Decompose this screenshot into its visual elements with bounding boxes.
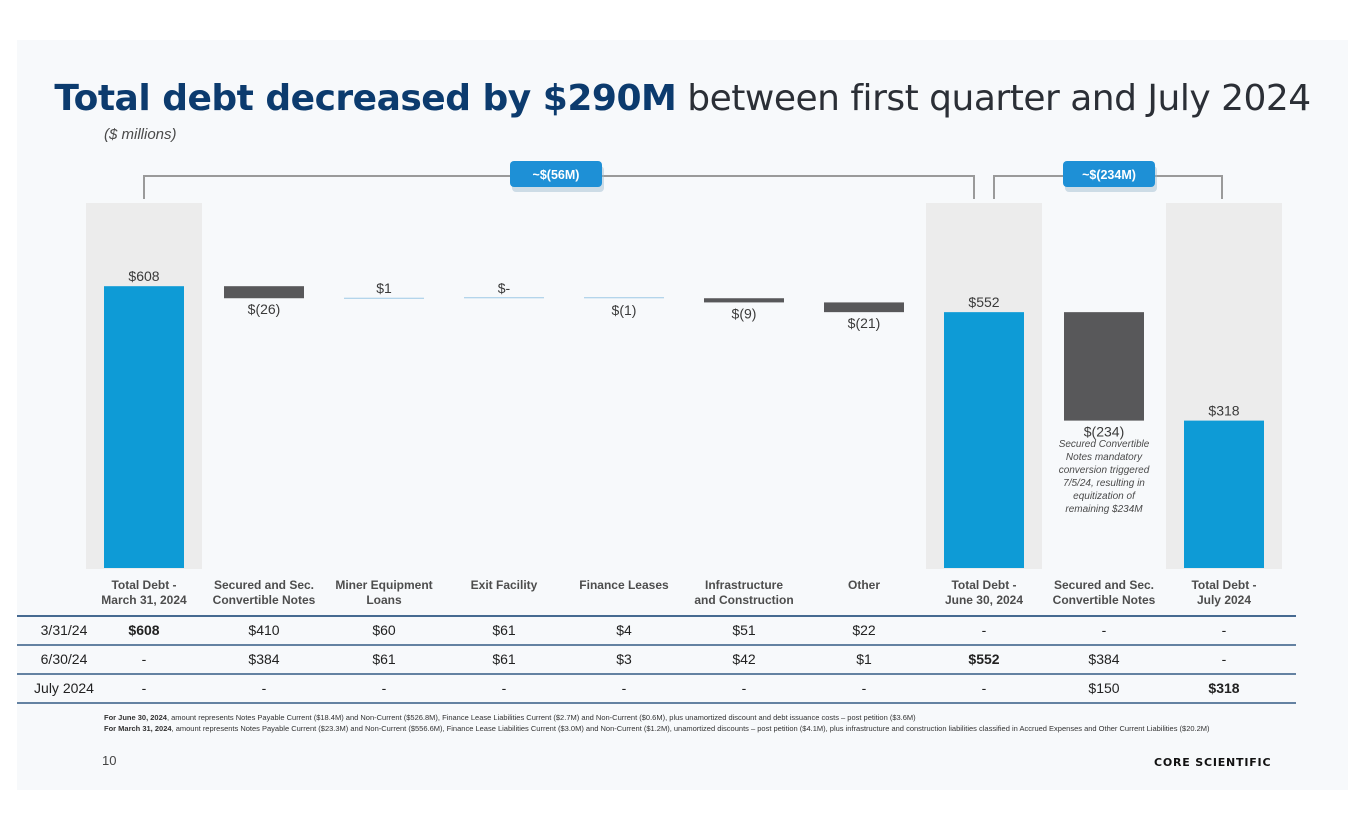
table-cell: - <box>141 680 147 696</box>
bracket-label-1: ~$(234M) <box>1082 168 1136 182</box>
category-label-7: June 30, 2024 <box>945 593 1023 607</box>
bracket-badge-0 <box>510 161 602 187</box>
category-label-0: Total Debt - <box>111 578 176 592</box>
annotation-line-5: remaining $234M <box>1065 504 1143 515</box>
title-rest: between first quarter and July 2024 <box>676 78 1311 119</box>
table-cell: $60 <box>372 622 396 638</box>
bracket-label-0: ~$(56M) <box>533 168 580 182</box>
category-label-7: Total Debt - <box>951 578 1016 592</box>
category-label-9: Total Debt - <box>1191 578 1256 592</box>
page-title: Total debt decreased by $290M between fi… <box>0 78 1365 119</box>
table-cell: - <box>381 680 387 696</box>
table-cell: $384 <box>248 651 280 667</box>
category-label-8: Secured and Sec. <box>1054 578 1154 592</box>
footnote-june: For June 30, 2024, amount represents Not… <box>104 713 1299 724</box>
data-label-8: $(234) <box>1084 424 1124 440</box>
category-label-9: July 2024 <box>1197 593 1251 607</box>
data-label-2: $1 <box>376 280 392 296</box>
table-cell: - <box>141 651 147 667</box>
table-cell: $51 <box>732 622 756 638</box>
bar-total-9 <box>1184 420 1264 568</box>
footnote-march: For March 31, 2024, amount represents No… <box>104 724 1299 735</box>
category-label-2: Miner Equipment <box>335 578 432 592</box>
table-cell: $384 <box>1088 651 1120 667</box>
category-label-6: Other <box>848 578 880 592</box>
table-cell: $3 <box>616 651 632 667</box>
category-label-4: Finance Leases <box>579 578 669 592</box>
table-cell: $608 <box>128 622 160 638</box>
data-label-0: $608 <box>128 268 159 284</box>
category-label-8: Convertible Notes <box>1053 593 1156 607</box>
data-label-9: $318 <box>1208 403 1239 419</box>
annotation-line-0: Secured Convertible <box>1059 439 1150 450</box>
bar-change-5 <box>704 298 784 303</box>
page-number: 10 <box>102 753 117 768</box>
data-label-4: $(1) <box>612 302 637 318</box>
category-label-1: Convertible Notes <box>213 593 316 607</box>
annotation-line-3: 7/5/24, resulting in <box>1063 478 1145 489</box>
bar-total-7 <box>944 312 1024 568</box>
data-label-6: $(21) <box>848 315 881 331</box>
table-cell: - <box>861 680 867 696</box>
company-logo: CORE SCIENTIFIC <box>1154 756 1272 769</box>
title-bold: Total debt decreased by $290M <box>54 78 677 119</box>
table-cell: $61 <box>492 622 516 638</box>
table-cell: $410 <box>248 622 280 638</box>
category-label-5: Infrastructure <box>705 578 783 592</box>
table-cell: $61 <box>372 651 396 667</box>
table-cell: $22 <box>852 622 876 638</box>
table-row-label: July 2024 <box>34 680 94 696</box>
bar-total-0 <box>104 286 184 568</box>
category-label-3: Exit Facility <box>471 578 538 592</box>
category-label-1: Secured and Sec. <box>214 578 314 592</box>
data-label-7: $552 <box>968 294 999 310</box>
table-row-label: 6/30/24 <box>40 651 88 667</box>
category-label-0: March 31, 2024 <box>101 593 187 607</box>
data-label-5: $(9) <box>732 305 757 321</box>
data-label-3: $- <box>498 280 511 296</box>
bar-change-6 <box>824 302 904 313</box>
table-cell: - <box>1221 622 1227 638</box>
table-row-label: 3/31/24 <box>40 622 88 638</box>
bar-change-8 <box>1064 312 1144 421</box>
table-cell: - <box>621 680 627 696</box>
category-label-5: and Construction <box>694 593 793 607</box>
table-cell: - <box>261 680 267 696</box>
footnote-june-text: , amount represents Notes Payable Curren… <box>166 713 916 722</box>
footnotes: For June 30, 2024, amount represents Not… <box>104 713 1299 734</box>
bracket-badge-1 <box>1063 161 1155 187</box>
table-cell: $1 <box>856 651 872 667</box>
table-cell: - <box>1101 622 1107 638</box>
footnote-march-bold: For March 31, 2024 <box>104 723 172 733</box>
table-cell: $61 <box>492 651 516 667</box>
units-label: ($ millions) <box>104 126 177 143</box>
bar-change-1 <box>224 286 304 299</box>
annotation-line-2: conversion triggered <box>1059 465 1150 476</box>
table-cell: $318 <box>1208 680 1240 696</box>
table-cell: - <box>1221 651 1227 667</box>
category-label-2: Loans <box>366 593 402 607</box>
table-cell: $42 <box>732 651 756 667</box>
footnote-march-text: , amount represents Notes Payable Curren… <box>171 723 1210 733</box>
table-cell: - <box>981 680 987 696</box>
data-label-1: $(26) <box>248 301 281 317</box>
annotation-line-1: Notes mandatory <box>1066 452 1143 463</box>
annotation-line-4: equitization of <box>1073 491 1136 502</box>
waterfall-chart: ~$(56M) ~$(234M) $608 $(26) $1 $- $(1) $(9) $(21… <box>17 161 1296 704</box>
table-cell: - <box>501 680 507 696</box>
table-cell: $552 <box>968 651 1000 667</box>
table-cell: $150 <box>1088 680 1120 696</box>
table-cell: $4 <box>616 622 632 638</box>
table-cell: - <box>741 680 747 696</box>
footnote-june-bold: For June 30, 2024 <box>104 713 167 722</box>
table-cell: - <box>981 622 987 638</box>
